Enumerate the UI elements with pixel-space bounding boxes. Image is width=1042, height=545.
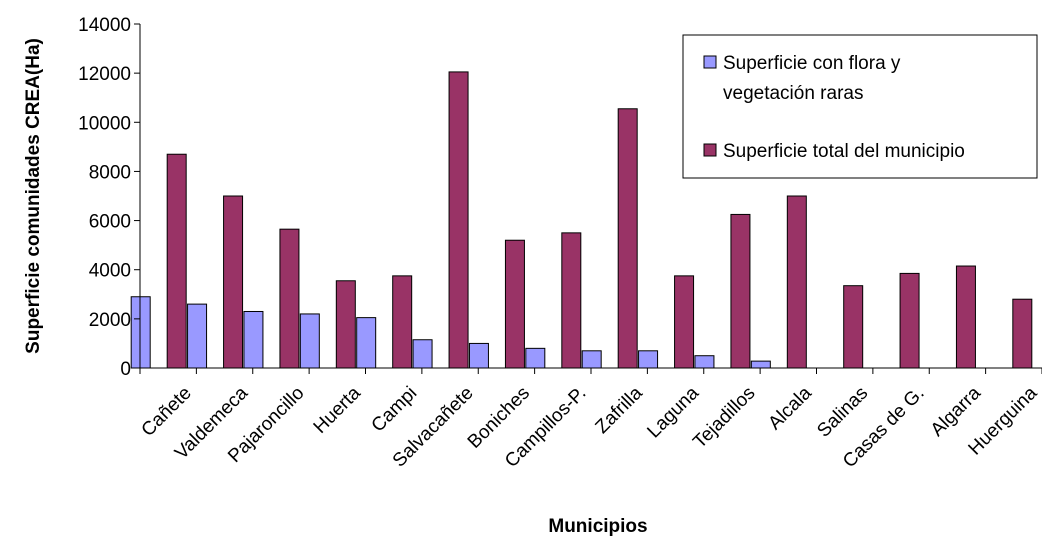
legend-box — [682, 34, 1038, 179]
x-tick-label: Campi — [368, 383, 422, 437]
y-tick-label: 8000 — [89, 162, 131, 183]
bar-flora-rara — [130, 296, 151, 369]
bar-superficie-total — [674, 275, 695, 369]
bar-flora-rara — [694, 355, 715, 369]
y-tick-label: 2000 — [89, 310, 131, 331]
y-tick-label: 0 — [120, 359, 131, 380]
bar-flora-rara — [187, 303, 208, 369]
bar-flora-rara — [638, 350, 659, 369]
x-tick-label: Huerta — [310, 382, 365, 437]
bar-superficie-total — [561, 232, 582, 369]
bar-superficie-total — [730, 213, 751, 369]
y-tick-label: 4000 — [89, 261, 131, 282]
bar-superficie-total — [843, 285, 864, 369]
bar-superficie-total — [335, 280, 356, 369]
legend-label: Superficie con flora y — [723, 53, 901, 74]
bar-flora-rara — [468, 342, 489, 369]
y-axis-ticks: 0 2000 4000 6000 8000 10000 12000 14000 — [78, 15, 140, 380]
x-tick-label: Tejadillos — [689, 383, 759, 453]
bar-flora-rara — [525, 347, 546, 369]
y-tick-label: 12000 — [78, 64, 131, 85]
bar-superficie-total — [448, 71, 469, 369]
legend: Superficie con flora y vegetación raras Su… — [682, 34, 1038, 179]
legend-label: vegetación raras — [723, 83, 863, 104]
bar-flora-rara — [750, 360, 771, 369]
x-axis-title: Municipios — [548, 516, 647, 537]
bar-superficie-total — [392, 275, 413, 369]
bar-superficie-total — [955, 265, 976, 369]
bar-superficie-total — [617, 108, 638, 369]
bar-flora-rara — [581, 350, 602, 369]
y-tick-label: 14000 — [78, 15, 131, 36]
y-tick-label: 6000 — [89, 212, 131, 233]
bar-flora-rara — [243, 310, 264, 369]
y-axis-title: Superficie comunidades CREA(Ha) — [23, 38, 44, 354]
bars-layer — [130, 71, 1033, 369]
bar-superficie-total — [899, 272, 920, 369]
bar-flora-rara — [412, 339, 433, 369]
x-tick-label: Zafrilla — [592, 382, 647, 437]
bar-flora-rara — [299, 313, 320, 369]
bar-superficie-total — [223, 195, 244, 369]
legend-label: Superficie total del municipio — [723, 141, 965, 162]
bar-superficie-total — [166, 153, 187, 369]
x-tick-label: Alcala — [764, 382, 816, 434]
legend-swatch — [703, 55, 717, 69]
bar-flora-rara — [356, 317, 377, 369]
bar-superficie-total — [504, 239, 525, 369]
legend-swatch — [703, 143, 717, 157]
y-tick-label: 10000 — [78, 113, 131, 134]
bar-superficie-total — [786, 195, 807, 369]
bar-superficie-total — [1012, 298, 1033, 369]
bar-superficie-total — [279, 228, 300, 369]
